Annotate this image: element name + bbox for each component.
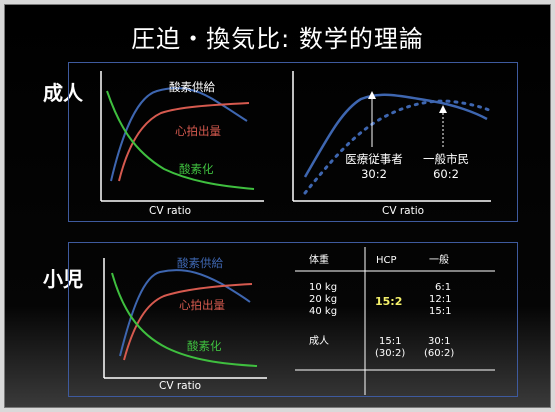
oxygenation-label: 酸素化: [179, 162, 214, 176]
table-header-hcp: HCP: [376, 255, 397, 266]
adult-panel: 酸素供給 心拍出量 酸素化 CV ratio 医療従事者 30:2 一般市民 6…: [68, 62, 518, 222]
cardiac-output-label: 心拍出量: [175, 124, 221, 138]
slide: 圧迫・換気比: 数学的理論 成人 酸素供給 心拍出量 酸素化 CV ratio …: [4, 4, 551, 408]
table-hcp-value: 15:2: [375, 295, 403, 308]
oxygenation-curve: [111, 272, 258, 367]
o2-supply-curve: [110, 87, 248, 182]
cardiac-output-curve: [118, 102, 250, 182]
table-general-40: 15:1: [429, 306, 452, 317]
x-axis-label: CV ratio: [382, 205, 425, 217]
child-section-label: 小児: [43, 267, 83, 291]
o2-supply-curve: [119, 269, 251, 357]
public-arrowhead: [439, 105, 447, 113]
table-adult-general-2: (60:2): [424, 348, 455, 359]
o2-supply-label: 酸素供給: [169, 80, 215, 94]
table-adult-hcp-1: 15:1: [379, 336, 402, 347]
x-axis-label: CV ratio: [149, 205, 192, 217]
medical-arrowhead: [368, 91, 376, 99]
medical-label: 医療従事者 30:2: [345, 151, 403, 181]
table-weight-20: 20 kg: [309, 294, 338, 305]
child-panel: 酸素供給 心拍出量 酸素化 CV ratio 体重 HCP 一般 10 kg 2…: [68, 242, 518, 397]
x-axis-label: CV ratio: [159, 380, 202, 392]
oxygenation-curve: [106, 90, 255, 190]
medical-curve: [303, 93, 488, 178]
table-adult-label: 成人: [309, 336, 329, 347]
medical-label-line1: 医療従事者: [345, 152, 403, 166]
oxygenation-label: 酸素化: [187, 339, 222, 353]
adult-section-label: 成人: [43, 81, 83, 105]
table-general-10: 6:1: [435, 282, 452, 293]
public-label-line1: 一般市民: [423, 152, 469, 166]
table-general-20: 12:1: [429, 294, 452, 305]
child-chart: [103, 258, 267, 379]
cardiac-output-label: 心拍出量: [179, 298, 225, 312]
table-header-weight: 体重: [309, 255, 329, 266]
adult-left-chart: [100, 71, 264, 202]
table-weight-10: 10 kg: [309, 282, 338, 293]
public-label: 一般市民 60:2: [421, 151, 471, 181]
table-header-general: 一般: [429, 255, 449, 266]
table-adult-hcp-2: (30:2): [375, 348, 406, 359]
public-curve: [303, 99, 491, 195]
adult-right-chart: [292, 71, 491, 202]
medical-label-line2: 30:2: [361, 167, 387, 181]
slide-title: 圧迫・換気比: 数学的理論: [131, 25, 424, 53]
public-label-line2: 60:2: [433, 167, 459, 181]
child-ratio-table: 体重 HCP 一般 10 kg 20 kg 40 kg 15:2 6:1 12:…: [69, 243, 519, 398]
table-adult-general-1: 30:1: [428, 336, 451, 347]
o2-supply-label: 酸素供給: [177, 256, 223, 270]
cardiac-output-curve: [123, 283, 253, 361]
table-weight-40: 40 kg: [309, 306, 338, 317]
table-grid: [295, 247, 495, 395]
